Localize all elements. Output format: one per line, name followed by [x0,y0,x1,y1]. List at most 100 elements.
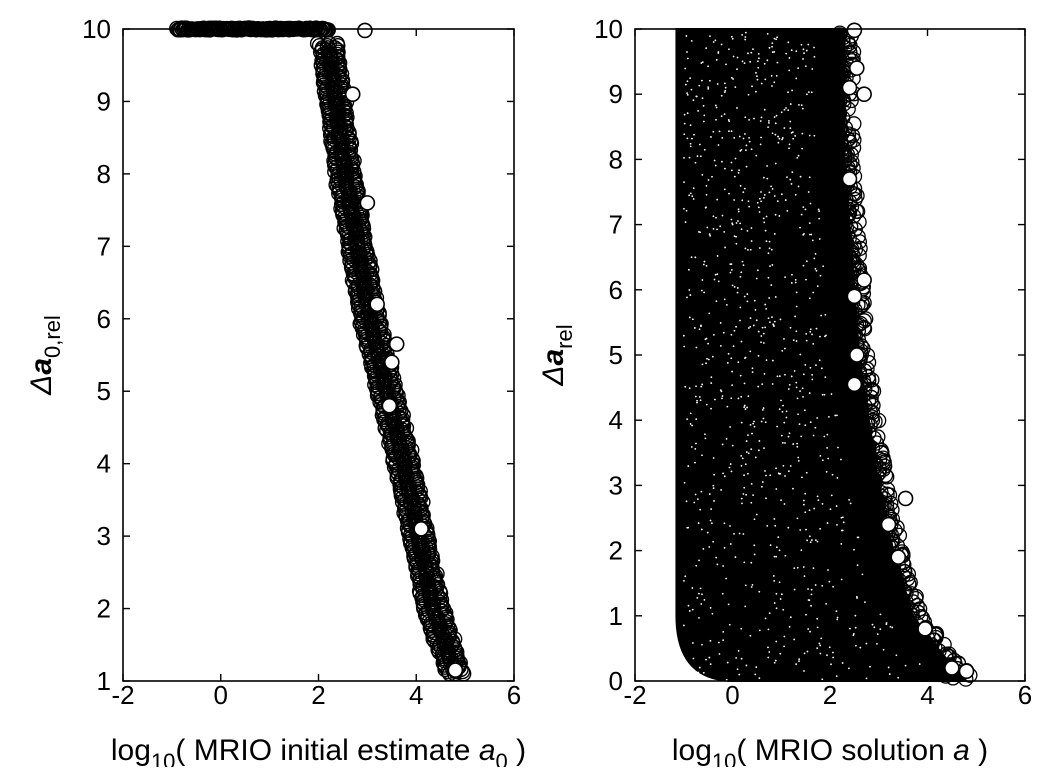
cloud-speckle [869,665,871,668]
cloud-speckle [716,273,719,276]
cloud-speckle [706,531,709,534]
cloud-speckle [766,32,769,35]
cloud-speckle [836,414,838,417]
scatter-point [839,226,856,243]
scatter-point [388,336,405,352]
y-label-delta: Δ [25,375,58,396]
cloud-speckle [824,376,827,379]
cloud-speckle [698,666,701,669]
cloud-speckle [799,175,802,178]
y-tick-label: 3 [609,470,623,500]
cloud-speckle [712,41,715,43]
cloud-speckle [809,330,812,333]
cloud-speckle [801,107,804,110]
cloud-speckle [781,137,784,139]
scatter-point [359,195,376,211]
cloud-speckle [773,325,775,328]
cloud-speckle [754,308,757,311]
cloud-speckle [789,465,792,467]
cloud-speckle [743,382,746,385]
cloud-speckle [840,458,842,461]
cloud-speckle [793,638,796,641]
scatter-point [880,516,897,533]
cloud-speckle [750,482,753,485]
cloud-speckle [797,67,800,70]
cloud-speckle [810,593,813,596]
scatter-point [838,361,854,377]
cloud-speckle [774,133,777,136]
cloud-speckle [738,673,741,676]
cloud-speckle [758,57,760,60]
cloud-speckle [871,623,874,626]
cloud-speckle [789,616,792,619]
cloud-speckle [713,333,715,336]
x-axis-label: log10( MRIO solution a ) [672,734,988,767]
cloud-speckle [807,91,810,94]
cloud-speckle [739,185,742,187]
cloud-speckle [714,164,717,167]
cloud-speckle [773,320,776,323]
cloud-speckle [784,442,786,444]
cloud-speckle [802,233,805,236]
cloud-speckle [809,233,811,236]
cloud-speckle [771,132,774,135]
cloud-speckle [744,31,747,34]
cloud-speckle [810,233,813,236]
cloud-speckle [797,185,800,188]
cloud-speckle [707,342,710,345]
cloud-speckle [700,490,703,493]
cloud-speckle [730,218,733,221]
cloud-speckle [747,434,749,437]
cloud-speckle [826,433,829,436]
cloud-speckle [707,358,710,361]
cloud-speckle [781,138,783,141]
cloud-speckle [756,201,759,204]
cloud-speckle [742,191,745,194]
scatter-point [381,397,398,414]
cloud-speckle [803,575,806,577]
cloud-speckle [745,149,747,152]
cloud-speckle [895,654,898,657]
cloud-speckle [701,363,704,366]
cloud-speckle [755,666,758,669]
cloud-speckle [778,581,781,584]
cloud-speckle [796,445,799,448]
scatter-point [856,272,872,288]
cloud-speckle [755,319,758,322]
scatter-point [896,563,913,580]
cloud-speckle [775,555,778,558]
cloud-speckle [689,423,692,425]
cloud-speckle [762,342,765,344]
cloud-speckle [861,573,864,576]
cloud-speckle [688,194,691,197]
cloud-speckle [746,229,749,232]
cloud-speckle [737,649,740,652]
cloud-speckle [788,69,791,72]
cloud-speckle [716,198,719,201]
cloud-speckle [771,42,774,45]
cloud-speckle [783,503,786,505]
cloud-speckle [760,82,763,85]
scatter-point [833,323,849,340]
cloud-speckle [747,200,750,203]
cloud-speckle [767,126,770,128]
cloud-speckle [726,361,729,364]
cloud-speckle [780,434,783,437]
cloud-speckle [855,595,858,598]
cloud-speckle [707,87,710,90]
cloud-speckle [705,47,708,50]
cloud-speckle [776,36,779,39]
cloud-speckle [803,652,806,655]
x-tick-label: 0 [725,680,739,710]
cloud-speckle [731,284,734,287]
scatter-point [849,347,865,363]
cloud-speckle [805,49,808,52]
cloud-speckle [776,375,779,378]
cloud-speckle [782,608,785,611]
cloud-speckle [710,508,713,511]
scatter-point [860,393,877,409]
cloud-speckle [696,399,698,402]
cloud-speckle [745,440,748,442]
cloud-speckle [849,502,852,505]
cloud-speckle [784,554,787,557]
